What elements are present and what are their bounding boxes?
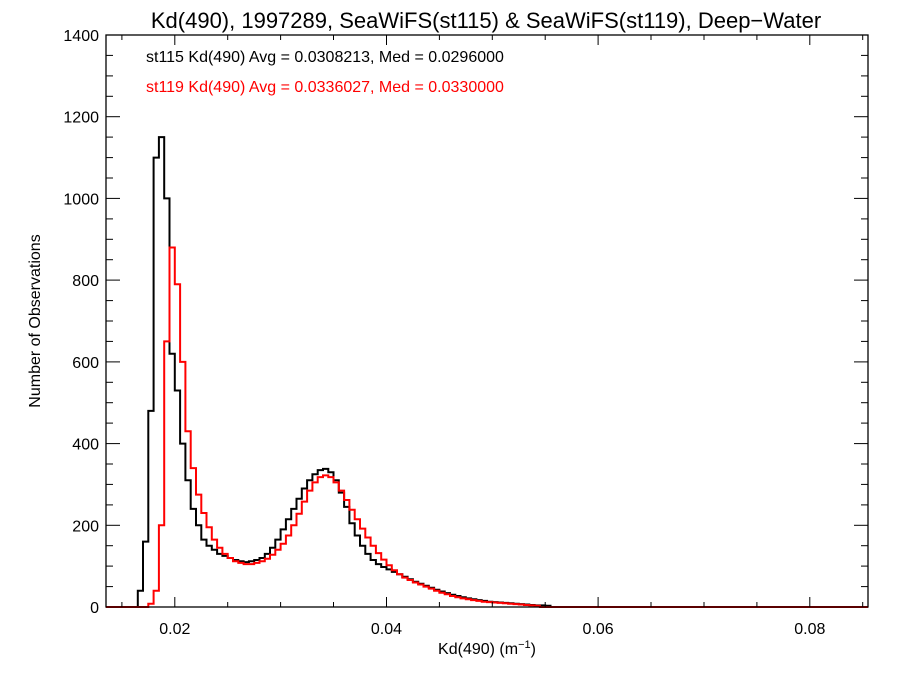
x-tick-label: 0.06 [583, 621, 614, 638]
x-tick-label: 0.02 [159, 621, 190, 638]
x-axis-label-main: Kd(490) (m [438, 641, 518, 658]
chart-title: Kd(490), 1997289, SeaWiFS(st115) & SeaWi… [151, 8, 821, 33]
x-axis-label-superscript: −1 [518, 639, 531, 651]
annotation-st119: st119 Kd(490) Avg = 0.0336027, Med = 0.0… [146, 79, 504, 96]
x-axis-label-suffix: ) [531, 641, 536, 658]
y-axis-label: Number of Observations [27, 234, 44, 407]
y-tick-label: 200 [72, 518, 99, 535]
y-tick-label: 1000 [63, 191, 99, 208]
x-tick-label: 0.08 [794, 621, 825, 638]
y-tick-label: 1200 [63, 110, 99, 127]
series-st115-line [106, 136, 868, 608]
annotation-st115: st115 Kd(490) Avg = 0.0308213, Med = 0.0… [146, 49, 504, 66]
x-tick-label: 0.04 [371, 621, 402, 638]
x-axis-label: Kd(490) (m−1) [438, 639, 536, 658]
y-tick-label: 600 [72, 355, 99, 372]
y-tick-label: 800 [72, 273, 99, 290]
plot-frame [105, 34, 869, 608]
y-tick-label: 400 [72, 437, 99, 454]
y-tick-label: 1400 [63, 28, 99, 45]
series-st119-line [106, 246, 868, 608]
y-tick-label: 0 [90, 600, 99, 617]
